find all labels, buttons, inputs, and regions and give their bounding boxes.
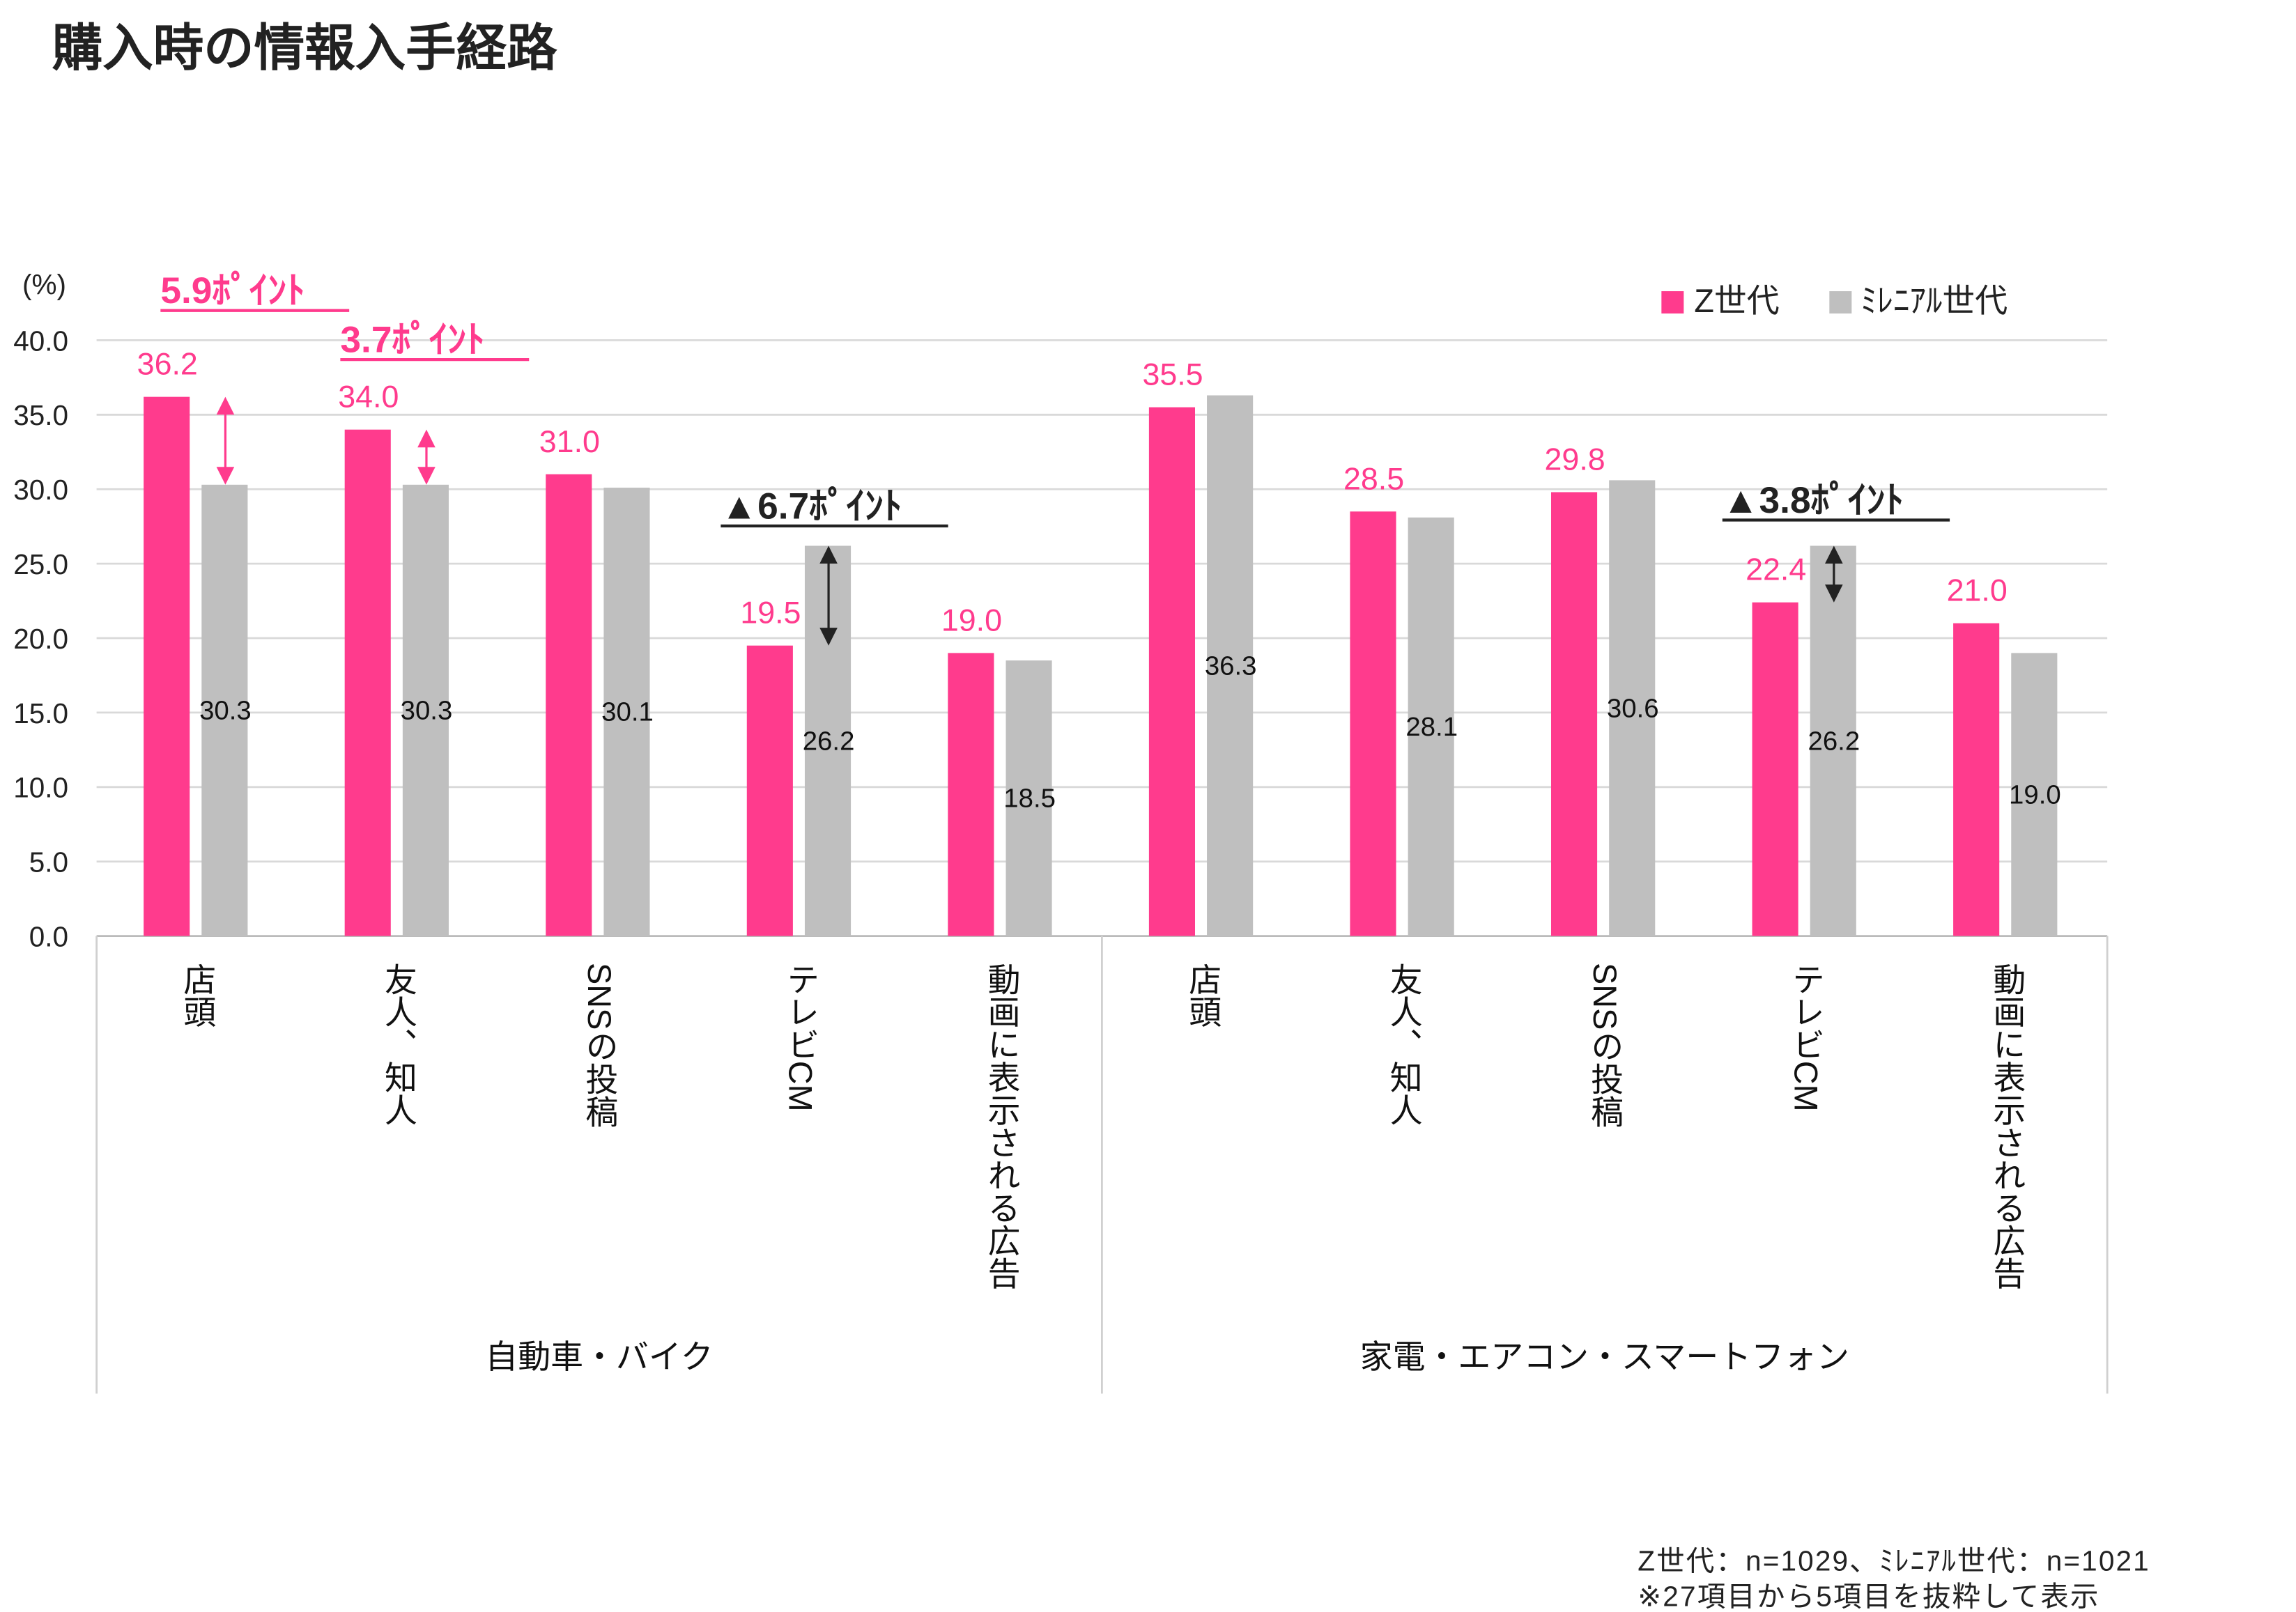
bar-z [1550, 492, 1598, 936]
y-tick-label: 10.0 [13, 772, 68, 804]
data-label-z: 34.0 [338, 380, 399, 414]
arrowhead-down-icon [819, 628, 838, 646]
data-label-millennial: 26.2 [803, 726, 855, 756]
data-label-z: 22.4 [1746, 552, 1806, 587]
chart-title: 購入時の情報入手経路 [52, 20, 557, 77]
arrowhead-down-icon [417, 467, 436, 485]
category-label: テレビCM [783, 963, 819, 1112]
group-label: 自動車・バイク [485, 1339, 713, 1375]
bar-millennial [1408, 517, 1454, 936]
bar-z [344, 429, 391, 936]
arrowhead-up-icon [1825, 545, 1843, 564]
category-label: 店頭 [179, 963, 215, 1028]
y-tick-label: 35.0 [13, 399, 68, 431]
data-label-millennial: 18.5 [1003, 784, 1056, 814]
bar-millennial [402, 484, 449, 936]
arrowhead-up-icon [216, 396, 235, 415]
arrowhead-up-icon [819, 545, 838, 564]
bar-millennial [2011, 653, 2058, 936]
data-label-z: 21.0 [1947, 573, 2008, 608]
bar-z [1148, 407, 1195, 936]
legend-swatch-millennial [1829, 291, 1852, 314]
arrowhead-up-icon [417, 429, 436, 448]
y-tick-label: 40.0 [13, 325, 68, 357]
data-label-z: 31.0 [539, 424, 600, 459]
data-label-z: 29.8 [1545, 442, 1605, 476]
bar-millennial [603, 488, 650, 936]
category-label: SNSの投稿 [1587, 963, 1623, 1128]
bar-z [144, 396, 190, 936]
bar-z [746, 645, 793, 936]
bar-millennial [1207, 395, 1254, 936]
data-label-z: 35.5 [1142, 357, 1203, 392]
data-label-millennial: 36.3 [1205, 651, 1257, 681]
bar-millennial [1609, 480, 1656, 936]
category-label: 店頭 [1185, 963, 1221, 1028]
y-tick-label: 5.0 [29, 846, 68, 878]
category-label: SNSの投稿 [581, 963, 617, 1128]
bar-z [948, 653, 994, 936]
bar-z [1953, 623, 2000, 936]
bar-millennial [201, 484, 248, 936]
category-label: 動画に表示される広告 [1989, 963, 2025, 1289]
legend: Z世代 ﾐﾚﾆｱﾙ世代 [1661, 283, 2008, 319]
category-label: 動画に表示される広告 [983, 963, 1019, 1289]
bar-z [546, 474, 592, 936]
data-label-millennial: 28.1 [1405, 712, 1458, 742]
y-tick-label: 0.0 [29, 921, 68, 953]
legend-swatch-z [1661, 291, 1684, 314]
category-label: テレビCM [1787, 963, 1824, 1112]
data-label-z: 36.2 [137, 347, 198, 382]
data-label-millennial: 30.6 [1607, 693, 1659, 723]
y-tick-label: 30.0 [13, 474, 68, 506]
arrowhead-down-icon [1825, 584, 1843, 603]
y-tick-label: 25.0 [13, 548, 68, 580]
sample-size-note: Z世代：n=1029、ﾐﾚﾆｱﾙ世代：n=1021 [1638, 1544, 2150, 1576]
group-label: 家電・エアコン・スマートフォン [1360, 1339, 1849, 1375]
category-label: 友人、知人 [1385, 963, 1421, 1126]
data-label-millennial: 26.2 [1808, 726, 1860, 756]
difference-annotation: ▲6.7ﾎﾟｲﾝﾄ [721, 486, 902, 527]
difference-annotation: 3.7ﾎﾟｲﾝﾄ [340, 319, 484, 360]
bar-z [1350, 511, 1396, 936]
bar-millennial [1006, 660, 1052, 936]
data-label-millennial: 19.0 [2009, 780, 2061, 809]
data-label-z: 19.0 [941, 603, 1002, 637]
y-tick-label: 15.0 [13, 697, 68, 729]
category-label: 友人、知人 [380, 963, 416, 1126]
difference-annotation: ▲3.8ﾎﾟｲﾝﾄ [1723, 480, 1904, 521]
y-axis-unit: (%) [22, 268, 66, 300]
bar-z [1752, 602, 1798, 936]
data-label-z: 19.5 [740, 596, 801, 630]
difference-annotation: 5.9ﾎﾟｲﾝﾄ [160, 270, 305, 311]
data-label-millennial: 30.3 [401, 695, 453, 725]
arrowhead-down-icon [216, 467, 235, 485]
legend-label-z: Z世代 [1694, 283, 1779, 319]
bar-millennial [1810, 545, 1856, 936]
legend-label-millennial: ﾐﾚﾆｱﾙ世代 [1860, 283, 2008, 319]
y-tick-label: 20.0 [13, 623, 68, 655]
extraction-note: ※27項目から5項目を抜粋して表示 [1638, 1580, 2099, 1612]
data-label-z: 28.5 [1343, 461, 1404, 496]
data-label-millennial: 30.3 [199, 695, 252, 725]
data-label-millennial: 30.1 [601, 697, 654, 727]
